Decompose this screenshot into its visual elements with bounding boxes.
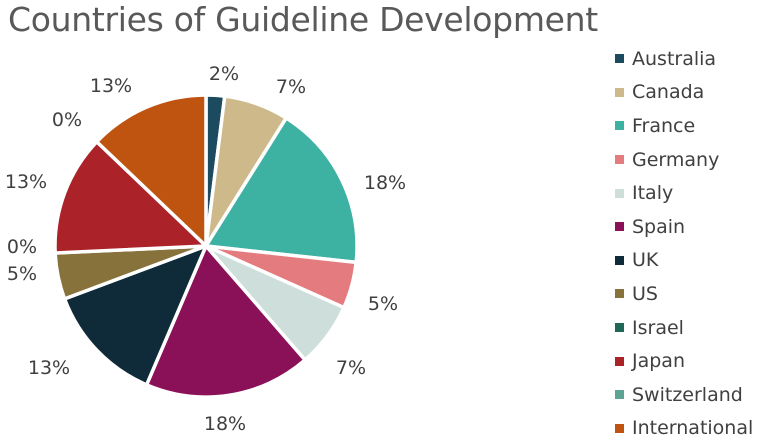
chart-title: Countries of Guideline Development — [8, 0, 598, 39]
legend-swatch — [615, 356, 624, 366]
legend-swatch — [615, 423, 624, 433]
legend-label: US — [632, 282, 658, 305]
legend-item-israel: Israel — [615, 311, 753, 345]
label-australia: 2% — [209, 63, 239, 85]
label-canada: 7% — [276, 76, 306, 98]
legend-label: Germany — [632, 148, 720, 171]
label-international: 13% — [90, 75, 132, 97]
legend-swatch — [615, 188, 624, 198]
slice-uk — [62, 244, 208, 387]
slice-france — [204, 116, 359, 265]
legend-label: France — [632, 114, 696, 137]
label-italy: 7% — [336, 357, 366, 379]
legend-label: Australia — [632, 47, 717, 70]
legend: Australia Canada France Germany Italy Spain UK… — [615, 42, 753, 445]
legend-item-uk: UK — [615, 244, 753, 278]
legend-swatch — [615, 155, 624, 165]
legend-swatch — [615, 390, 624, 400]
legend-item-australia: Australia — [615, 42, 753, 76]
legend-swatch — [615, 87, 624, 97]
label-germany: 5% — [368, 293, 398, 315]
slice-spain — [144, 244, 307, 399]
legend-swatch — [615, 323, 624, 333]
legend-item-germany: Germany — [615, 143, 753, 177]
legend-swatch — [615, 222, 624, 232]
legend-swatch — [615, 255, 624, 265]
legend-item-france: France — [615, 109, 753, 143]
legend-swatch — [615, 289, 624, 299]
legend-label: Israel — [632, 316, 684, 339]
legend-item-international: International — [615, 412, 753, 445]
legend-item-japan: Japan — [615, 344, 753, 378]
legend-item-switzerland: Switzerland — [615, 378, 753, 412]
slice-japan — [53, 140, 208, 255]
pie-labels: 2% 7% 18% 5% 7% 18% 13% 5% 0% 13% 0% 13% — [5, 63, 406, 435]
legend-label: Switzerland — [632, 383, 743, 406]
legend-swatch — [615, 54, 624, 64]
label-us: 5% — [7, 263, 37, 285]
legend-item-canada: Canada — [615, 76, 753, 110]
legend-swatch — [615, 121, 624, 131]
legend-item-us: US — [615, 277, 753, 311]
slice-international — [95, 93, 208, 248]
legend-label: International — [632, 417, 754, 440]
label-uk: 13% — [28, 357, 70, 379]
label-spain: 18% — [204, 413, 246, 435]
legend-label: Japan — [632, 350, 685, 373]
legend-label: Italy — [632, 182, 674, 205]
pie-slices — [53, 93, 359, 399]
label-france: 18% — [364, 172, 406, 194]
legend-label: Canada — [632, 81, 705, 104]
legend-label: Spain — [632, 215, 686, 238]
legend-label: UK — [632, 249, 659, 272]
label-israel: 0% — [7, 236, 37, 258]
label-japan: 13% — [5, 171, 47, 193]
label-switzerland: 0% — [52, 109, 82, 131]
legend-item-italy: Italy — [615, 176, 753, 210]
legend-item-spain: Spain — [615, 210, 753, 244]
